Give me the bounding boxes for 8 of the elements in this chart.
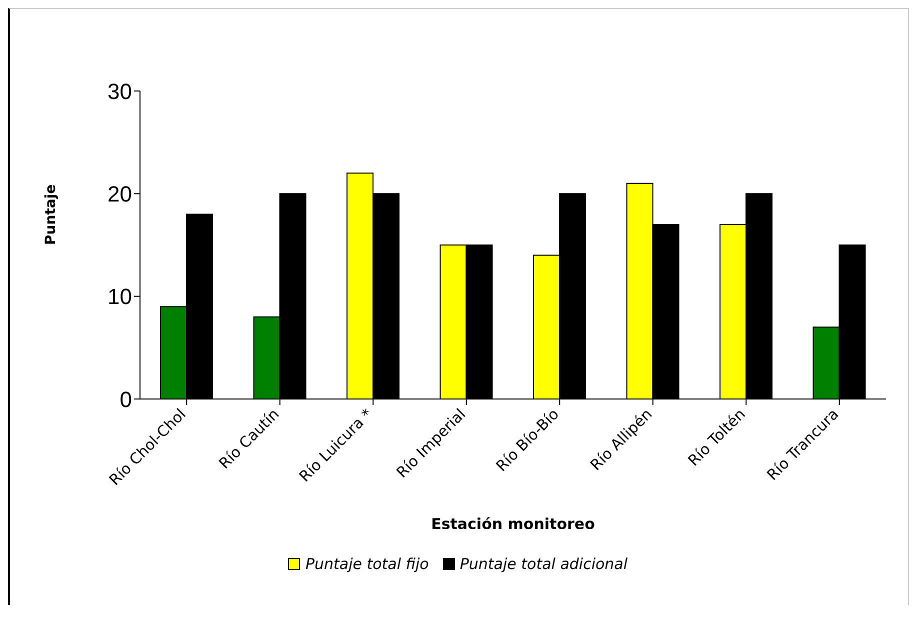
y-axis-title: Puntaje [42, 184, 59, 245]
y-tick-label: 0 [120, 386, 132, 412]
legend-label: Puntaje total adicional [460, 555, 628, 573]
y-tick-label: 10 [108, 284, 132, 310]
legend-label: Puntaje total fijo [305, 555, 429, 573]
y-tick-label: 30 [108, 78, 132, 104]
x-axis-title: Estación monitoreo [431, 515, 595, 533]
y-tick-label: 20 [108, 181, 132, 206]
